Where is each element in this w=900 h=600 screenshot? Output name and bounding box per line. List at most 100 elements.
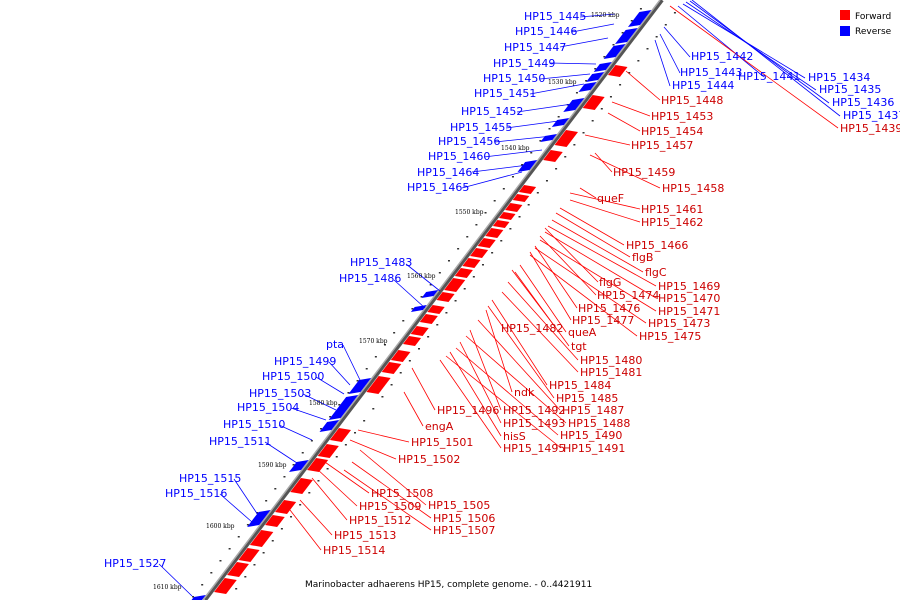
gene-label: queA bbox=[568, 326, 597, 339]
axis-tick bbox=[591, 120, 594, 122]
leader-line bbox=[544, 227, 599, 283]
axis-tick bbox=[612, 44, 615, 46]
gene-label: HP15_1446 bbox=[515, 25, 577, 38]
gene-label: HP15_1509 bbox=[359, 500, 421, 513]
axis-tick bbox=[481, 264, 484, 266]
reverse-gene-arrow bbox=[603, 44, 626, 59]
leader-line bbox=[611, 101, 651, 117]
leader-line bbox=[469, 329, 502, 411]
forward-gene-arrow bbox=[214, 578, 237, 594]
forward-gene-arrow bbox=[512, 194, 530, 202]
gene-label: HP15_1503 bbox=[249, 387, 311, 400]
leader-line bbox=[278, 424, 313, 441]
axis-tick bbox=[536, 192, 539, 194]
axis-tick bbox=[253, 564, 256, 566]
genome-caption: Marinobacter adhaerens HP15, complete ge… bbox=[305, 580, 592, 590]
forward-gene-arrow bbox=[402, 336, 422, 346]
forward-gene-arrow bbox=[275, 500, 297, 514]
gene-label: HP15_1477 bbox=[572, 314, 634, 327]
forward-gene-arrow bbox=[419, 314, 438, 324]
gene-label: HP15_1513 bbox=[334, 529, 396, 542]
reverse-gene-arrow bbox=[615, 28, 638, 44]
gene-label: HP15_1507 bbox=[433, 524, 495, 537]
axis-tick bbox=[365, 368, 368, 370]
axis-tick bbox=[237, 536, 240, 538]
axis-tick bbox=[630, 20, 633, 22]
gene-label: HP15_1441 bbox=[738, 70, 800, 83]
gene-label: HP15_1488 bbox=[568, 417, 630, 430]
axis-tick bbox=[283, 476, 286, 478]
gene-label: HP15_1437 bbox=[843, 109, 900, 122]
axis-tick bbox=[374, 356, 377, 358]
gene-label: HP15_1458 bbox=[662, 182, 724, 195]
forward-gene-arrow bbox=[410, 326, 429, 336]
axis-tick bbox=[509, 228, 512, 230]
axis-tick bbox=[545, 180, 548, 182]
leader-line bbox=[594, 152, 613, 173]
axis-tick bbox=[438, 272, 441, 274]
gene-label: HP15_1435 bbox=[819, 83, 881, 96]
axis-tick bbox=[417, 348, 420, 350]
axis-tick bbox=[511, 176, 514, 178]
gene-label: HP15_1439 bbox=[840, 122, 900, 135]
gene-label: HP15_1484 bbox=[549, 379, 611, 392]
gene-label: HP15_1444 bbox=[672, 79, 734, 92]
leader-line bbox=[516, 103, 573, 113]
leader-line bbox=[529, 251, 572, 321]
leader-line bbox=[507, 281, 579, 361]
axis-tick bbox=[344, 444, 347, 446]
leader-line bbox=[465, 335, 567, 424]
gene-label: HP15_1504 bbox=[237, 401, 299, 414]
leader-line bbox=[311, 477, 348, 521]
axis-tick bbox=[457, 248, 460, 250]
axis-tick bbox=[390, 384, 393, 386]
leader-line bbox=[351, 461, 432, 519]
gene-label: HP15_1469 bbox=[658, 280, 720, 293]
axis-tick bbox=[335, 456, 338, 458]
gene-label: HP15_1480 bbox=[580, 354, 642, 367]
axis-tick bbox=[555, 168, 558, 170]
gene-label: HP15_1465 bbox=[407, 181, 469, 194]
gene-label: HP15_1456 bbox=[438, 135, 500, 148]
leader-line bbox=[677, 5, 765, 78]
gene-label: HP15_1506 bbox=[433, 512, 495, 525]
gene-label: HP15_1453 bbox=[651, 110, 713, 123]
gene-label: HP15_1459 bbox=[613, 166, 675, 179]
forward-gene-arrow bbox=[477, 238, 496, 248]
axis-tick bbox=[447, 260, 450, 262]
leader-line bbox=[233, 478, 259, 516]
forward-gene-arrow bbox=[454, 268, 473, 278]
leader-line bbox=[405, 263, 441, 292]
leader-line bbox=[445, 355, 562, 449]
axis-tick bbox=[363, 420, 366, 422]
axis-tick bbox=[201, 584, 204, 586]
leader-line bbox=[359, 449, 427, 506]
axis-tick bbox=[639, 8, 642, 10]
axis-tick bbox=[210, 572, 213, 574]
axis-tick bbox=[299, 504, 302, 506]
gene-label: HP15_1516 bbox=[165, 487, 227, 500]
leader-line bbox=[411, 367, 436, 411]
axis-tick bbox=[280, 528, 283, 530]
gene-label: HP15_1490 bbox=[560, 429, 622, 442]
axis-tick bbox=[338, 404, 341, 406]
reverse-gene-arrow bbox=[348, 378, 372, 394]
leader-line bbox=[485, 309, 513, 393]
reverse-gene-arrow bbox=[517, 160, 538, 172]
forward-gene-arrow bbox=[485, 228, 504, 238]
axis-tick bbox=[466, 236, 469, 238]
gene-label: HP15_1492 bbox=[503, 404, 565, 417]
axis-tick bbox=[326, 468, 329, 470]
forward-gene-arrow bbox=[390, 350, 411, 362]
axis-tick bbox=[420, 296, 423, 298]
kbp-label: 1550 kbp bbox=[455, 209, 484, 216]
axis-tick bbox=[356, 380, 359, 382]
axis-tick bbox=[655, 36, 658, 38]
gene-label: HP15_1454 bbox=[641, 125, 703, 138]
axis-tick bbox=[454, 300, 457, 302]
axis-tick bbox=[463, 288, 466, 290]
gene-label: HP15_1448 bbox=[661, 94, 723, 107]
gene-label: HP15_1466 bbox=[626, 239, 688, 252]
forward-gene-labels: HP15_1439 HP15_1448 HP15_1453 HP15_1454 … bbox=[323, 94, 900, 557]
leader-line bbox=[589, 154, 661, 189]
